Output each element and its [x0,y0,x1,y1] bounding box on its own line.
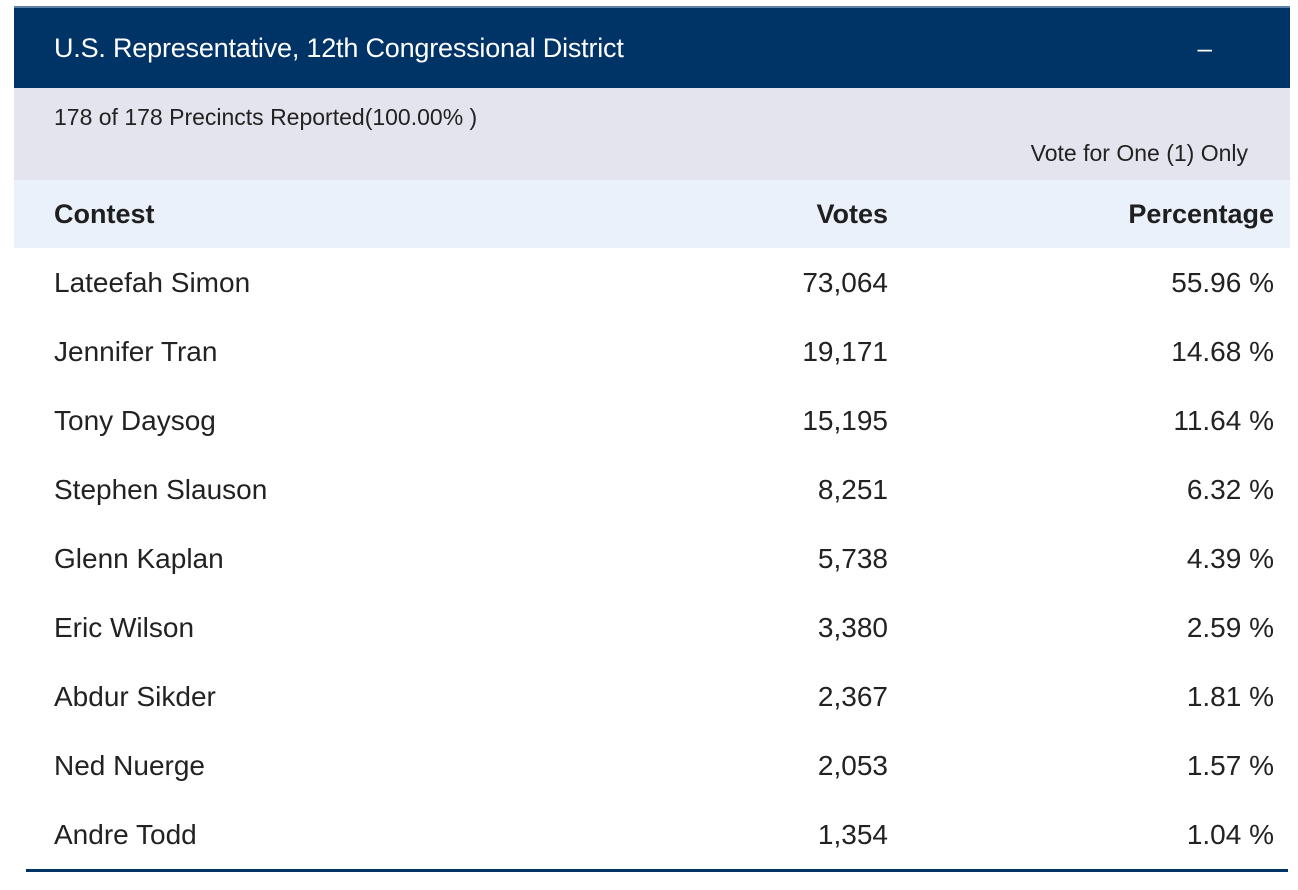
table-row: Ned Nuerge 2,053 1.57 % [14,731,1290,800]
table-row: Stephen Slauson 8,251 6.32 % [14,455,1290,524]
candidate-percentage: 1.04 % [1186,818,1274,850]
candidate-votes: 15,195 [802,404,888,436]
candidate-name: Glenn Kaplan [54,542,224,574]
candidate-votes: 3,380 [817,611,888,643]
candidate-percentage: 6.32 % [1186,473,1274,505]
candidate-percentage: 14.68 % [1171,335,1274,367]
candidate-percentage: 4.39 % [1186,542,1274,574]
candidate-percentage: 1.81 % [1186,680,1274,712]
table-header-row: Contest Votes Percentage [14,180,1290,248]
table-row: Eric Wilson 3,380 2.59 % [14,593,1290,662]
candidate-votes: 19,171 [802,335,888,367]
candidate-votes: 2,367 [817,680,888,712]
candidate-percentage: 2.59 % [1186,611,1274,643]
table-row: Jennifer Tran 19,171 14.68 % [14,317,1290,386]
candidate-votes: 73,064 [802,266,888,298]
table-row: Glenn Kaplan 5,738 4.39 % [14,524,1290,593]
candidate-name: Stephen Slauson [54,473,268,505]
results-table: Contest Votes Percentage Lateefah Simon … [14,180,1290,869]
candidate-name: Eric Wilson [54,611,195,643]
candidate-votes: 1,354 [817,818,888,850]
column-header-votes: Votes [816,198,888,229]
precincts-reported: 178 of 178 Precincts Reported(100.00% ) [54,104,478,130]
contest-subheader: 178 of 178 Precincts Reported(100.00% ) … [14,88,1290,180]
candidate-name: Andre Todd [54,818,197,850]
candidate-percentage: 1.57 % [1186,749,1274,781]
candidate-percentage: 11.64 % [1173,404,1274,436]
candidate-name: Jennifer Tran [54,335,218,367]
vote-for-instruction: Vote for One (1) Only [1030,140,1248,166]
contest-panel: U.S. Representative, 12th Congressional … [14,6,1290,872]
table-row: Tony Daysog 15,195 11.64 % [14,386,1290,455]
table-row: Abdur Sikder 2,367 1.81 % [14,662,1290,731]
table-row: Lateefah Simon 73,064 55.96 % [14,248,1290,317]
contest-header[interactable]: U.S. Representative, 12th Congressional … [14,6,1290,88]
column-header-contest: Contest [54,198,155,229]
contest-title: U.S. Representative, 12th Congressional … [54,32,624,63]
candidate-name: Abdur Sikder [54,680,216,712]
candidate-votes: 2,053 [817,749,888,781]
table-row: Andre Todd 1,354 1.04 % [14,800,1290,869]
candidate-name: Tony Daysog [54,404,216,436]
candidate-votes: 5,738 [817,542,888,574]
column-header-percentage: Percentage [1128,198,1274,229]
candidate-name: Ned Nuerge [54,749,205,781]
candidate-name: Lateefah Simon [54,266,251,298]
collapse-icon[interactable]: – [1197,33,1212,63]
candidate-votes: 8,251 [817,473,888,505]
bottom-divider [26,869,1288,872]
candidate-percentage: 55.96 % [1171,266,1274,298]
